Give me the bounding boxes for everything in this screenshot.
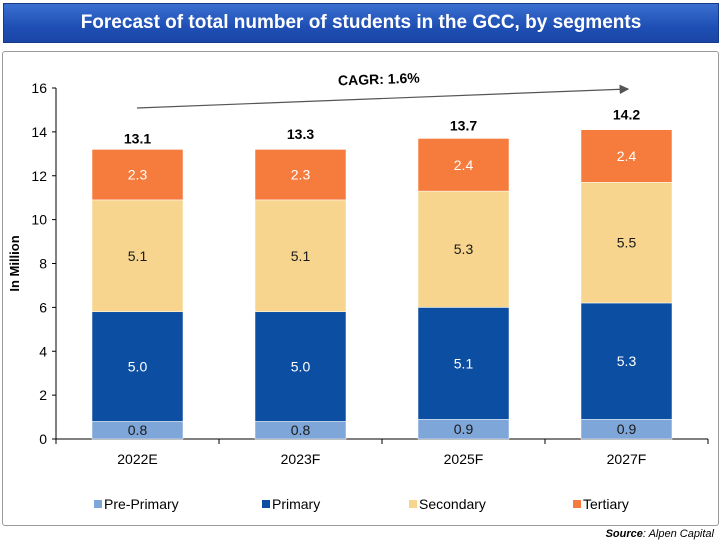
legend-label: Pre-Primary — [104, 496, 179, 512]
segment-value-label: 0.8 — [128, 422, 148, 438]
chart-title: Forecast of total number of students in … — [3, 3, 719, 43]
cagr-annotation: CAGR: 1.6% — [338, 70, 421, 89]
segment-value-label: 0.8 — [291, 422, 311, 438]
x-tick-label: 2025F — [444, 451, 484, 467]
bar-segment-tertiary — [254, 149, 347, 201]
bar-segment-tertiary — [91, 149, 184, 201]
legend-swatch-primary — [262, 500, 270, 508]
segment-value-label: 2.4 — [454, 157, 474, 173]
legend-swatch-secondary — [409, 500, 417, 508]
total-value-label: 13.1 — [124, 131, 151, 147]
bar-segment-secondary — [254, 199, 347, 313]
y-axis-label: In Million — [7, 235, 22, 291]
cagr-arrow — [136, 84, 630, 109]
total-value-label: 13.3 — [287, 126, 314, 142]
total-value-label: 13.7 — [450, 117, 477, 133]
source-label: Source — [605, 528, 643, 540]
y-tick-label: 16 — [31, 80, 47, 96]
x-tick-label: 2027F — [607, 451, 647, 467]
segment-value-label: 5.3 — [454, 241, 474, 257]
bar-segment-secondary — [580, 182, 673, 304]
y-tick-label: 6 — [39, 299, 47, 315]
bar-segment-secondary — [417, 190, 510, 308]
y-tick-label: 10 — [31, 212, 47, 228]
segment-value-label: 5.0 — [128, 359, 148, 375]
bar-segment-tertiary — [417, 138, 510, 192]
source-note: Source: Alpen Capital — [606, 528, 714, 540]
bar-segment-primary — [580, 302, 673, 420]
x-tick-label: 2023F — [281, 451, 321, 467]
y-tick-label: 4 — [39, 343, 47, 359]
x-tick-label: 2022E — [117, 451, 157, 467]
bar-segment-secondary — [91, 199, 184, 313]
y-tick-label: 8 — [39, 256, 47, 272]
segment-value-label: 5.1 — [291, 248, 311, 264]
legend-label: Tertiary — [583, 496, 629, 512]
total-value-label: 14.2 — [613, 106, 640, 122]
bar-segment-primary — [417, 307, 510, 420]
segment-value-label: 2.3 — [291, 167, 311, 183]
legend-label: Secondary — [419, 496, 486, 512]
y-tick-label: 0 — [39, 431, 47, 447]
y-tick-label: 12 — [31, 168, 47, 184]
legend-label: Primary — [272, 496, 320, 512]
segment-value-label: 2.3 — [128, 167, 148, 183]
segment-value-label: 5.1 — [128, 248, 148, 264]
segment-value-label: 5.3 — [617, 353, 637, 369]
y-tick-label: 2 — [39, 387, 47, 403]
segment-value-label: 0.9 — [617, 421, 637, 437]
bar-segment-tertiary — [580, 129, 673, 183]
segment-value-label: 0.9 — [454, 421, 474, 437]
segment-value-label: 5.0 — [291, 359, 311, 375]
segment-value-label: 5.5 — [617, 235, 637, 251]
bar-segment-primary — [91, 311, 184, 422]
legend-swatch-tertiary — [573, 500, 581, 508]
bar-segment-primary — [254, 311, 347, 422]
legend-swatch-pre-primary — [94, 500, 102, 508]
segment-value-label: 5.1 — [454, 355, 474, 371]
source-text: : Alpen Capital — [642, 528, 714, 540]
segment-value-label: 2.4 — [617, 148, 637, 164]
y-tick-label: 14 — [31, 124, 47, 140]
